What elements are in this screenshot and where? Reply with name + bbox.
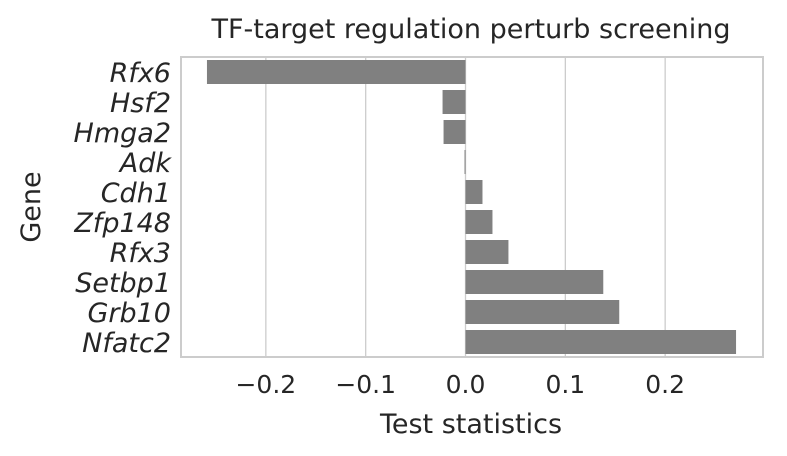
bar — [464, 150, 466, 174]
x-tick-label: −0.2 — [235, 370, 296, 399]
x-tick-label: 0.0 — [446, 370, 486, 399]
y-tick-label: Rfx3 — [110, 238, 171, 269]
bar — [465, 240, 509, 264]
bar — [465, 300, 620, 324]
x-tick-label: 0.1 — [545, 370, 585, 399]
bars — [206, 60, 737, 354]
y-tick-label: Nfatc2 — [82, 328, 171, 359]
y-tick-labels: Rfx6Hsf2Hmga2AdkCdh1Zfp148Rfx3Setbp1Grb1… — [73, 58, 172, 359]
y-axis-label: Gene — [16, 171, 47, 242]
x-ticks: −0.2 −0.1 0.0 0.1 0.2 — [235, 370, 685, 399]
bar — [465, 180, 483, 204]
chart-title: TF-target regulation perturb screening — [210, 14, 730, 45]
y-tick-label: Rfx6 — [110, 58, 171, 89]
y-tick-label: Cdh1 — [101, 178, 171, 209]
x-tick-label: 0.2 — [645, 370, 685, 399]
bar — [465, 330, 737, 354]
y-tick-label: Adk — [118, 148, 173, 179]
bar — [442, 90, 466, 114]
bar — [443, 120, 466, 144]
plot-frame — [180, 56, 764, 358]
bar — [465, 270, 604, 294]
x-axis-label: Test statistics — [379, 409, 562, 440]
y-tick-label: Hsf2 — [110, 88, 171, 119]
y-tick-label: Hmga2 — [74, 118, 171, 149]
y-tick-label: Zfp148 — [73, 208, 171, 239]
bar — [465, 210, 493, 234]
y-tick-label: Setbp1 — [75, 268, 171, 299]
bar — [206, 60, 466, 84]
x-tick-label: −0.1 — [335, 370, 396, 399]
y-tick-label: Grb10 — [87, 298, 171, 329]
